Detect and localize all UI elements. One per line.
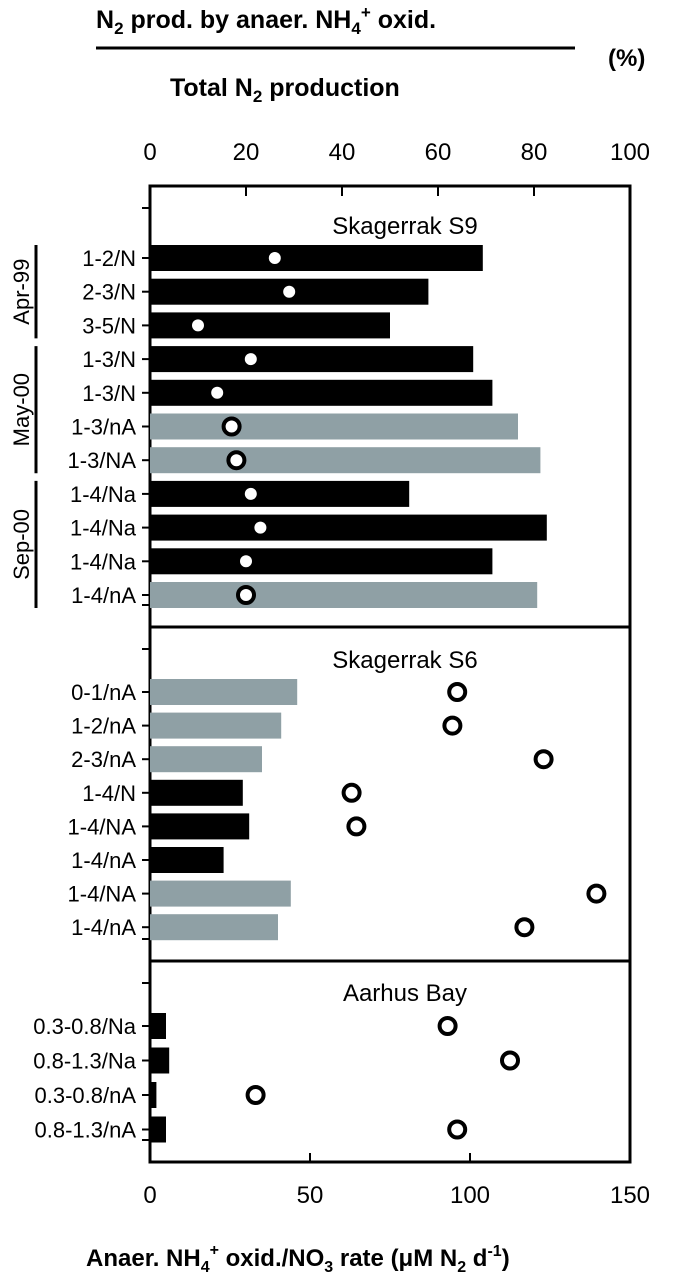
row-label: 2-3/N bbox=[82, 280, 136, 305]
percent-marker bbox=[442, 715, 463, 736]
bottom-axis: 0 50 100 150 bbox=[143, 1153, 650, 1209]
panel: Skagerrak S9 1-2/N 2-3/N 3-5/N 1-3/N 1-3/N 1-3… bbox=[9, 184, 632, 629]
row-label: 1-4/nA bbox=[71, 915, 136, 940]
bar bbox=[150, 746, 262, 773]
top-axis-title-numerator: N2 prod. by anaer. NH4+ oxid. bbox=[96, 3, 436, 38]
percent-marker bbox=[254, 521, 267, 534]
percent-marker bbox=[346, 816, 367, 837]
row-label: 1-4/Na bbox=[70, 516, 137, 541]
bar bbox=[150, 1013, 166, 1039]
row-label: 1-4/nA bbox=[71, 848, 136, 873]
bottom-tick-label: 150 bbox=[610, 1182, 650, 1209]
bottom-tick-label: 100 bbox=[450, 1182, 490, 1209]
row-label: 1-4/Na bbox=[70, 549, 137, 574]
row-label: 1-3/NA bbox=[68, 448, 137, 473]
row-label: 1-4/NA bbox=[68, 814, 137, 839]
percent-marker bbox=[245, 1085, 266, 1105]
bar bbox=[150, 548, 493, 575]
top-axis-unit: (%) bbox=[608, 45, 645, 72]
bar bbox=[150, 480, 410, 507]
row-label: 1-4/NA bbox=[68, 882, 137, 907]
row-label: 0.8-1.3/nA bbox=[34, 1118, 136, 1143]
top-tick-label: 80 bbox=[521, 139, 548, 166]
percent-marker bbox=[192, 319, 204, 332]
bar bbox=[150, 447, 541, 474]
panel: Aarhus Bay 0.3-0.8/Na 0.8-1.3/Na 0.3-0.8/nA… bbox=[33, 959, 632, 1164]
bar bbox=[150, 346, 474, 373]
percent-marker bbox=[533, 749, 554, 770]
percent-marker bbox=[240, 555, 252, 568]
row-label: 0.3-0.8/Na bbox=[33, 1014, 136, 1039]
row-label: 1-2/nA bbox=[71, 714, 136, 739]
row-label: 1-3/nA bbox=[71, 415, 136, 440]
row-label: 1-4/nA bbox=[71, 583, 136, 608]
row-label: 2-3/nA bbox=[71, 747, 136, 772]
bar bbox=[150, 312, 390, 339]
bottom-tick-label: 0 bbox=[143, 1182, 156, 1209]
bottom-tick-label: 50 bbox=[297, 1182, 324, 1209]
panel: Skagerrak S6 0-1/nA 1-2/nA 2-3/nA 1-4/N 1-4/N… bbox=[68, 625, 632, 963]
bar bbox=[150, 712, 282, 739]
percent-marker bbox=[221, 416, 242, 437]
panel-title: Aarhus Bay bbox=[343, 980, 467, 1007]
group-label: Apr-99 bbox=[9, 259, 34, 325]
top-tick-label: 0 bbox=[143, 139, 156, 166]
percent-marker bbox=[226, 450, 247, 471]
bar bbox=[150, 679, 298, 705]
row-label: 0-1/nA bbox=[71, 680, 136, 705]
bar bbox=[150, 379, 493, 406]
bar bbox=[150, 880, 291, 907]
top-tick-label: 20 bbox=[233, 139, 260, 166]
row-label: 1-3/N bbox=[82, 381, 136, 406]
percent-marker bbox=[447, 682, 468, 702]
percent-marker bbox=[447, 1119, 468, 1140]
row-label: 0.8-1.3/Na bbox=[33, 1049, 136, 1074]
row-label: 3-5/N bbox=[82, 313, 136, 338]
top-axis-title-denominator: Total N2 production bbox=[170, 74, 400, 106]
top-axis: 0 20 40 60 80 100 bbox=[143, 139, 650, 196]
row-label: 1-2/N bbox=[82, 246, 136, 271]
bar bbox=[150, 1082, 157, 1108]
bar bbox=[150, 914, 278, 941]
group-label: Sep-00 bbox=[9, 509, 34, 580]
percent-marker bbox=[244, 487, 257, 500]
row-label: 0.3-0.8/nA bbox=[34, 1083, 136, 1108]
bar bbox=[150, 1116, 166, 1143]
bar bbox=[150, 582, 538, 608]
bar bbox=[150, 514, 547, 541]
bottom-axis-title: Anaer. NH4+ oxid./NO3 rate (μM N2 d-1) bbox=[86, 1242, 510, 1276]
bar bbox=[150, 813, 250, 840]
top-tick-label: 60 bbox=[425, 139, 452, 166]
plot-panels: Skagerrak S9 1-2/N 2-3/N 3-5/N 1-3/N 1-3/N 1-3… bbox=[9, 184, 632, 1164]
bar bbox=[150, 847, 224, 873]
row-label: 1-3/N bbox=[82, 347, 136, 372]
panel-title: Skagerrak S6 bbox=[332, 647, 477, 674]
bar bbox=[150, 413, 518, 440]
group-label: May-00 bbox=[9, 373, 34, 446]
percent-marker bbox=[236, 585, 256, 605]
row-label: 1-4/Na bbox=[70, 482, 137, 507]
percent-marker bbox=[283, 285, 296, 298]
percent-marker bbox=[500, 1050, 520, 1071]
top-tick-label: 40 bbox=[329, 139, 356, 166]
bar bbox=[150, 245, 483, 271]
percent-marker bbox=[341, 782, 362, 803]
bar bbox=[150, 779, 243, 806]
top-tick-label: 100 bbox=[610, 139, 650, 166]
percent-marker bbox=[437, 1016, 458, 1036]
percent-marker bbox=[211, 386, 224, 399]
row-label: 1-4/N bbox=[82, 781, 136, 806]
percent-marker bbox=[586, 883, 607, 904]
bar bbox=[150, 1047, 170, 1074]
percent-marker bbox=[514, 917, 535, 938]
percent-marker bbox=[244, 353, 257, 366]
percent-marker bbox=[268, 252, 281, 264]
panel-title: Skagerrak S9 bbox=[332, 213, 477, 240]
